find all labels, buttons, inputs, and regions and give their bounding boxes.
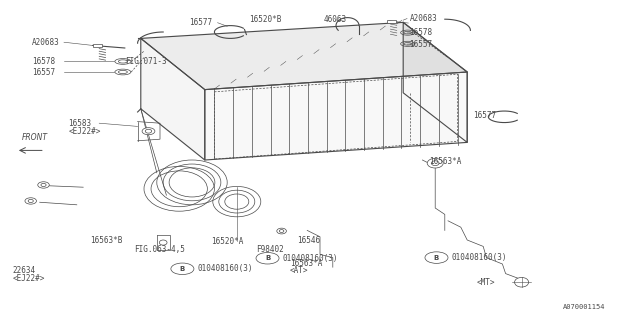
Text: <EJ22#>: <EJ22#> (13, 274, 45, 283)
Text: FRONT: FRONT (22, 133, 48, 142)
Polygon shape (141, 38, 205, 160)
Text: 16557: 16557 (32, 68, 55, 76)
Text: 16578: 16578 (32, 57, 55, 66)
Text: A20683: A20683 (32, 38, 60, 47)
Polygon shape (205, 72, 467, 160)
Text: <MT>: <MT> (477, 278, 495, 287)
Ellipse shape (142, 128, 155, 135)
Text: FIG.071-3: FIG.071-3 (125, 57, 166, 66)
Text: 010408160(3): 010408160(3) (282, 254, 338, 263)
Text: 010408160(3): 010408160(3) (451, 253, 507, 262)
Text: 16577: 16577 (189, 18, 212, 27)
Bar (387, 20, 396, 23)
Ellipse shape (38, 182, 49, 188)
Polygon shape (141, 22, 467, 90)
Ellipse shape (25, 198, 36, 204)
Text: 16557: 16557 (410, 40, 433, 49)
Text: 010408160(3): 010408160(3) (197, 264, 253, 273)
Text: 16546: 16546 (298, 236, 321, 245)
Text: 16563*A: 16563*A (290, 259, 323, 268)
Text: A070001154: A070001154 (563, 304, 605, 309)
Text: 16578: 16578 (410, 28, 433, 37)
Text: 16577: 16577 (474, 111, 497, 120)
Text: B: B (265, 255, 270, 261)
Text: 16563*B: 16563*B (90, 236, 123, 245)
Text: B: B (180, 266, 185, 272)
Text: B: B (434, 255, 439, 260)
Text: A20683: A20683 (410, 14, 437, 23)
Text: 46063: 46063 (323, 15, 346, 24)
Circle shape (425, 252, 448, 263)
Text: 16520*A: 16520*A (211, 237, 244, 246)
Text: <EJ22#>: <EJ22#> (68, 127, 101, 136)
Text: F98402: F98402 (256, 245, 284, 254)
Text: <AT>: <AT> (290, 266, 308, 275)
Text: 16520*B: 16520*B (250, 15, 282, 24)
Bar (93, 44, 102, 47)
Circle shape (256, 252, 279, 264)
Ellipse shape (515, 277, 529, 287)
Polygon shape (403, 22, 467, 142)
Ellipse shape (159, 240, 167, 245)
Text: 16583: 16583 (68, 119, 92, 128)
Text: FIG.063-4,5: FIG.063-4,5 (134, 245, 185, 254)
Circle shape (171, 263, 194, 275)
Ellipse shape (428, 158, 444, 168)
Text: 16563*A: 16563*A (429, 157, 461, 166)
Ellipse shape (277, 228, 287, 234)
Text: 22634: 22634 (13, 266, 36, 275)
